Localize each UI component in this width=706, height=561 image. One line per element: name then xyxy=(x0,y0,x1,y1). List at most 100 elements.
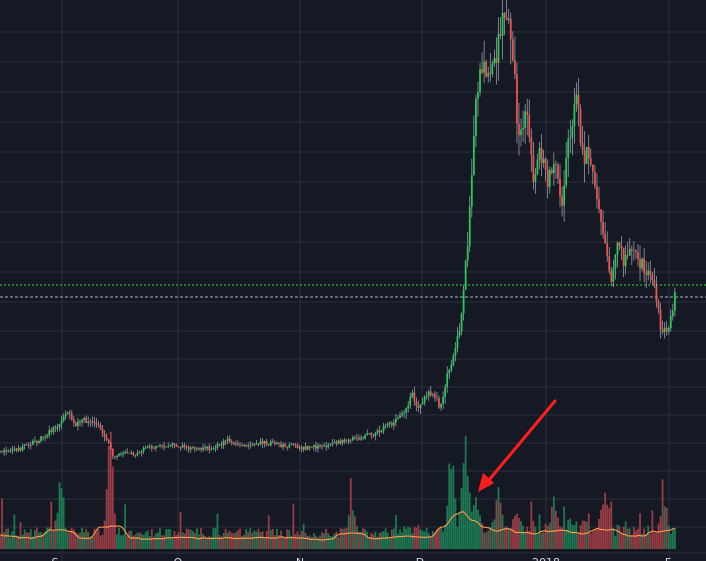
volume-bar xyxy=(419,529,422,549)
candle-body xyxy=(591,164,594,172)
volume-bar xyxy=(630,535,633,549)
candle-body xyxy=(569,137,572,139)
volume-bar xyxy=(97,529,100,549)
volume-bar xyxy=(317,537,319,549)
candle-body xyxy=(368,433,371,434)
candle-body xyxy=(126,451,129,453)
candle-body xyxy=(427,391,430,396)
volume-bar xyxy=(62,497,65,549)
candle-body xyxy=(40,436,42,442)
candle-body xyxy=(218,444,221,445)
candle-body xyxy=(442,396,444,404)
candle-body xyxy=(187,447,190,450)
candle-body xyxy=(267,444,270,446)
volume-bar xyxy=(87,532,90,549)
volume-bar xyxy=(651,510,654,549)
volume-bar xyxy=(206,537,209,549)
candle-body xyxy=(448,369,451,374)
volume-bar xyxy=(124,504,127,549)
candle-body xyxy=(60,420,63,425)
volume-bar xyxy=(315,535,317,549)
candle-body xyxy=(616,242,619,255)
candle-body xyxy=(273,442,276,444)
candle-body xyxy=(347,439,350,442)
candle-body xyxy=(79,421,81,423)
volume-bar xyxy=(380,532,383,549)
volume-bar xyxy=(198,534,200,549)
volume-bar xyxy=(25,532,28,549)
volume-bar xyxy=(13,514,16,549)
candle-body xyxy=(544,158,547,170)
candle-body xyxy=(124,451,127,454)
volume-bar xyxy=(372,534,375,549)
candle-body xyxy=(550,169,553,173)
volume-bar xyxy=(386,532,389,549)
volume-bar xyxy=(161,535,163,549)
candle-body xyxy=(257,443,260,445)
candle-body xyxy=(505,17,508,20)
volume-bar xyxy=(263,537,266,549)
candle-body xyxy=(497,33,500,63)
volume-bar xyxy=(118,527,120,549)
candle-body xyxy=(118,453,120,456)
candle-body xyxy=(546,169,549,187)
volume-bar xyxy=(298,534,301,549)
candle-body xyxy=(148,445,151,447)
candle-body xyxy=(312,445,315,448)
volume-bar xyxy=(89,536,92,549)
volume-bar xyxy=(608,507,611,549)
volume-bar xyxy=(583,520,586,549)
volume-bar xyxy=(421,530,424,549)
candle-body xyxy=(42,436,44,438)
candle-body xyxy=(120,453,122,455)
volume-bar xyxy=(509,528,512,549)
candle-body xyxy=(581,143,584,151)
candle-body xyxy=(446,373,449,388)
candle-body xyxy=(557,164,559,179)
volume-bar xyxy=(185,528,188,549)
candle-body xyxy=(409,396,412,406)
volume-bar xyxy=(468,492,471,549)
candle-body xyxy=(610,271,613,282)
volume-bar xyxy=(431,530,434,549)
volume-bar xyxy=(351,510,354,549)
candle-body xyxy=(575,94,578,105)
candle-body xyxy=(140,451,143,453)
volume-bar xyxy=(142,534,145,549)
candle-body xyxy=(179,446,182,448)
candle-body xyxy=(639,259,641,269)
volume-bar xyxy=(202,534,204,549)
candle-body xyxy=(19,448,22,451)
candle-body xyxy=(232,443,235,445)
candle-body xyxy=(589,158,592,165)
candle-body xyxy=(142,448,145,452)
volume-bar xyxy=(120,535,122,549)
candle-body xyxy=(163,445,166,448)
volume-bar xyxy=(261,531,264,549)
volume-bar xyxy=(5,528,8,549)
volume-bar xyxy=(528,530,531,549)
candle-body xyxy=(440,403,442,408)
candle-body xyxy=(0,450,1,452)
volume-bar xyxy=(532,520,535,549)
candle-body xyxy=(663,327,666,333)
volume-bar xyxy=(241,536,243,549)
candle-body xyxy=(56,426,59,429)
candle-body xyxy=(253,443,256,446)
volume-bar xyxy=(540,532,543,549)
candle-body xyxy=(587,146,590,159)
volume-bar xyxy=(103,520,106,549)
volume-bar xyxy=(282,537,284,549)
volume-bar xyxy=(639,513,641,549)
candle-body xyxy=(116,455,118,457)
candle-body xyxy=(565,158,568,186)
candle-body xyxy=(511,39,514,61)
volume-bar xyxy=(56,512,59,549)
volume-bar xyxy=(546,525,549,549)
volume-bar xyxy=(618,526,621,549)
volume-bar xyxy=(487,530,490,549)
volume-bar xyxy=(460,487,463,549)
volume-bar xyxy=(491,522,494,549)
volume-bar xyxy=(232,533,235,549)
candle-body xyxy=(216,444,219,448)
